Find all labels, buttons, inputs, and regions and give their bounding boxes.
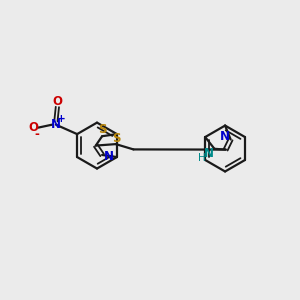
Text: O: O	[28, 121, 38, 134]
Text: N: N	[51, 118, 61, 131]
Text: N: N	[220, 130, 230, 143]
Text: S: S	[98, 123, 107, 136]
Text: O: O	[52, 95, 62, 108]
Text: N: N	[204, 147, 214, 160]
Text: S: S	[112, 132, 121, 145]
Text: -: -	[34, 128, 39, 141]
Text: +: +	[57, 114, 66, 124]
Text: H: H	[198, 153, 206, 163]
Text: N: N	[103, 150, 114, 163]
